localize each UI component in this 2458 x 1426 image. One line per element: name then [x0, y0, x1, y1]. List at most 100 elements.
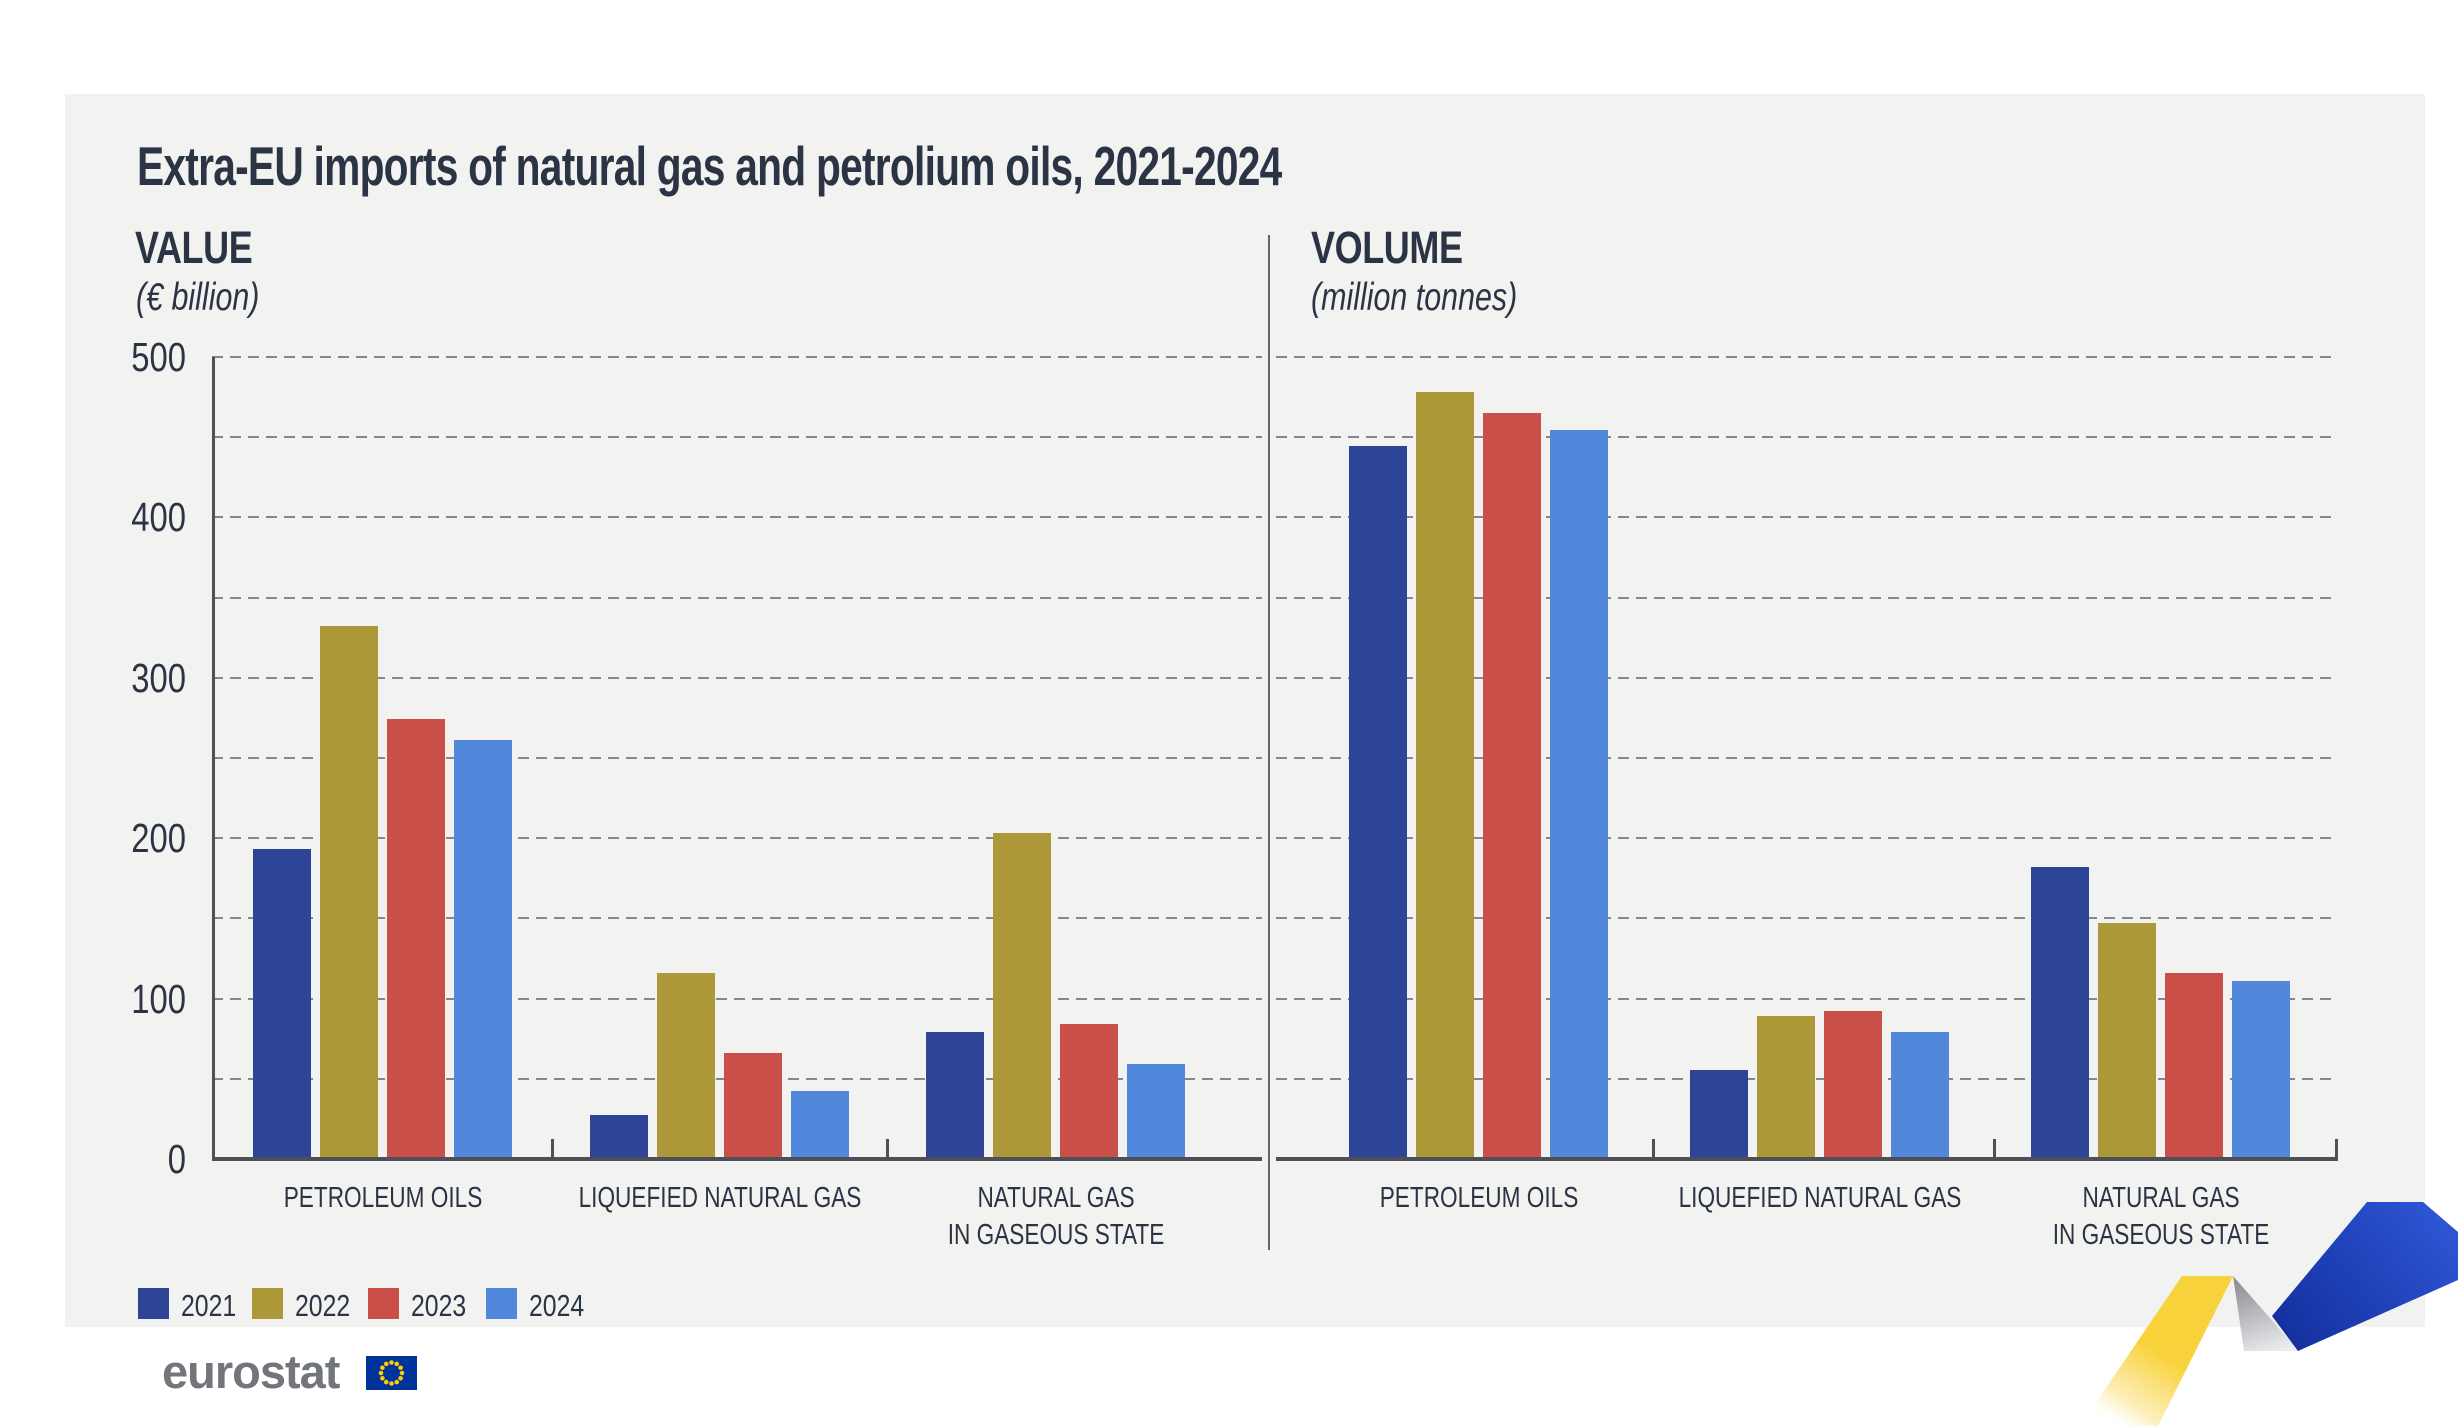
bar-2022-liquefied-natural-gas — [657, 972, 715, 1157]
bar-2021-natural-gas-in-gaseous-state — [2031, 866, 2089, 1157]
gridline-150 — [1276, 917, 2338, 920]
bar-2024-petroleum-oils — [454, 739, 512, 1157]
bar-2024-liquefied-natural-gas — [1891, 1031, 1949, 1157]
gridline-500 — [212, 356, 1262, 358]
bar-2023-petroleum-oils — [387, 719, 445, 1157]
ribbon-gray-fold — [2233, 1276, 2299, 1351]
category-label-line: PETROLEUM OILS — [1379, 1182, 1578, 1214]
eu-flag-star — [383, 1379, 389, 1385]
gridline-400 — [212, 516, 1262, 519]
gridline-350 — [212, 596, 1262, 599]
eu-flag-star — [389, 1381, 394, 1386]
bar-2021-liquefied-natural-gas — [590, 1115, 648, 1157]
category-label-natural-gas-in-gaseous-state: NATURAL GAS IN GASEOUS STATE — [816, 1180, 1296, 1254]
bar-2022-natural-gas-in-gaseous-state — [2098, 922, 2156, 1157]
category-label-line: NATURAL GAS — [2081, 1182, 2240, 1214]
bar-2024-natural-gas-in-gaseous-state — [2232, 980, 2290, 1157]
y-tick-label-200: 200 — [131, 815, 186, 862]
eu-flag-star — [380, 1365, 385, 1371]
page-title: Extra-EU imports of natural gas and petr… — [137, 135, 1282, 197]
group-separator-tick-0 — [1652, 1139, 1655, 1157]
legend-swatch-2023 — [368, 1288, 399, 1319]
gridline-450 — [212, 436, 1262, 439]
legend-swatch-2021 — [138, 1288, 169, 1319]
gridline-400 — [1276, 516, 2338, 519]
legend-label-2024: 2024 — [529, 1288, 585, 1323]
volume-chart-subtitle: (million tonnes) — [1311, 276, 1518, 319]
eu-flag-star — [398, 1365, 403, 1371]
bar-2023-liquefied-natural-gas — [1824, 1011, 1882, 1157]
eu-flag-star — [399, 1370, 405, 1376]
category-label-petroleum-oils: PETROLEUM OILS — [1239, 1180, 1719, 1217]
bar-2024-natural-gas-in-gaseous-state — [1127, 1063, 1185, 1157]
category-label-line: LIQUEFIED NATURAL GAS — [1678, 1182, 1961, 1214]
eu-flag-icon — [366, 1356, 417, 1390]
legend-label-2022: 2022 — [295, 1288, 351, 1323]
group-separator-tick-1 — [1993, 1139, 1996, 1157]
gridline-150 — [212, 917, 1262, 920]
legend-swatch-2024 — [486, 1288, 517, 1319]
eu-flag-star — [398, 1375, 403, 1381]
legend-swatch-2022 — [252, 1288, 283, 1319]
axis-end-tick — [2335, 1139, 2338, 1157]
bar-2023-petroleum-oils — [1483, 412, 1541, 1157]
value-chart-heading: VALUE — [135, 222, 253, 273]
category-label-line: LIQUEFIED NATURAL GAS — [578, 1182, 861, 1214]
y-tick-label-300: 300 — [131, 654, 186, 701]
gridline-500 — [1276, 356, 2338, 358]
category-label-liquefied-natural-gas: LIQUEFIED NATURAL GAS — [480, 1180, 960, 1217]
category-label-line: NATURAL GAS — [976, 1182, 1135, 1214]
category-label-liquefied-natural-gas: LIQUEFIED NATURAL GAS — [1580, 1180, 2060, 1217]
y-tick-label-400: 400 — [131, 494, 186, 541]
y-tick-label-100: 100 — [131, 975, 186, 1022]
eu-flag-star — [394, 1361, 400, 1367]
bar-2024-petroleum-oils — [1550, 430, 1608, 1157]
eu-flag-star — [389, 1360, 394, 1365]
category-label-line: IN GASEOUS STATE — [2052, 1219, 2269, 1251]
bar-2021-petroleum-oils — [1349, 446, 1407, 1157]
value-chart-subtitle: (€ billion) — [136, 276, 260, 319]
bar-2022-petroleum-oils — [1416, 391, 1474, 1157]
category-label-line: IN GASEOUS STATE — [947, 1219, 1164, 1251]
group-separator-tick-0 — [551, 1139, 554, 1157]
x-axis-line — [1276, 1157, 2338, 1161]
panel-divider-line — [1268, 235, 1270, 1250]
bar-2021-petroleum-oils — [253, 849, 311, 1157]
volume-chart-heading: VOLUME — [1311, 222, 1463, 273]
x-axis-line — [212, 1157, 1262, 1161]
category-label-natural-gas-in-gaseous-state: NATURAL GAS IN GASEOUS STATE — [1921, 1180, 2401, 1254]
eu-flag-star — [383, 1361, 389, 1367]
y-tick-label-0: 0 — [167, 1136, 186, 1182]
gridline-250 — [212, 757, 1262, 759]
category-label-line: PETROLEUM OILS — [283, 1182, 482, 1214]
gridline-250 — [1276, 757, 2338, 759]
y-axis-line — [212, 357, 215, 1159]
ribbon-blue-band — [2272, 1202, 2458, 1351]
bar-2023-natural-gas-in-gaseous-state — [1060, 1023, 1118, 1157]
bar-2023-liquefied-natural-gas — [724, 1052, 782, 1157]
trend-ribbon-graphic — [2080, 1202, 2458, 1426]
bar-2022-petroleum-oils — [320, 626, 378, 1157]
legend-label-2021: 2021 — [181, 1288, 237, 1323]
category-label-petroleum-oils: PETROLEUM OILS — [143, 1180, 623, 1217]
ribbon-yellow-band — [2080, 1276, 2233, 1426]
eu-flag-star — [394, 1379, 400, 1385]
bar-2022-natural-gas-in-gaseous-state — [993, 832, 1051, 1157]
bar-2023-natural-gas-in-gaseous-state — [2165, 972, 2223, 1157]
y-tick-label-500: 500 — [131, 334, 186, 380]
eu-flag-star — [378, 1370, 384, 1376]
eurostat-logo-text: eurostat — [162, 1345, 340, 1398]
bar-2021-liquefied-natural-gas — [1690, 1070, 1748, 1157]
legend-label-2023: 2023 — [411, 1288, 467, 1323]
gridline-200 — [1276, 837, 2338, 840]
gridline-450 — [1276, 436, 2338, 439]
bar-2024-liquefied-natural-gas — [791, 1091, 849, 1157]
eu-flag-star — [380, 1375, 385, 1381]
group-separator-tick-1 — [886, 1139, 889, 1157]
bar-2021-natural-gas-in-gaseous-state — [926, 1031, 984, 1157]
gridline-200 — [212, 837, 1262, 840]
gridline-100 — [212, 997, 1262, 1000]
gridline-300 — [1276, 676, 2338, 679]
gridline-100 — [1276, 997, 2338, 1000]
